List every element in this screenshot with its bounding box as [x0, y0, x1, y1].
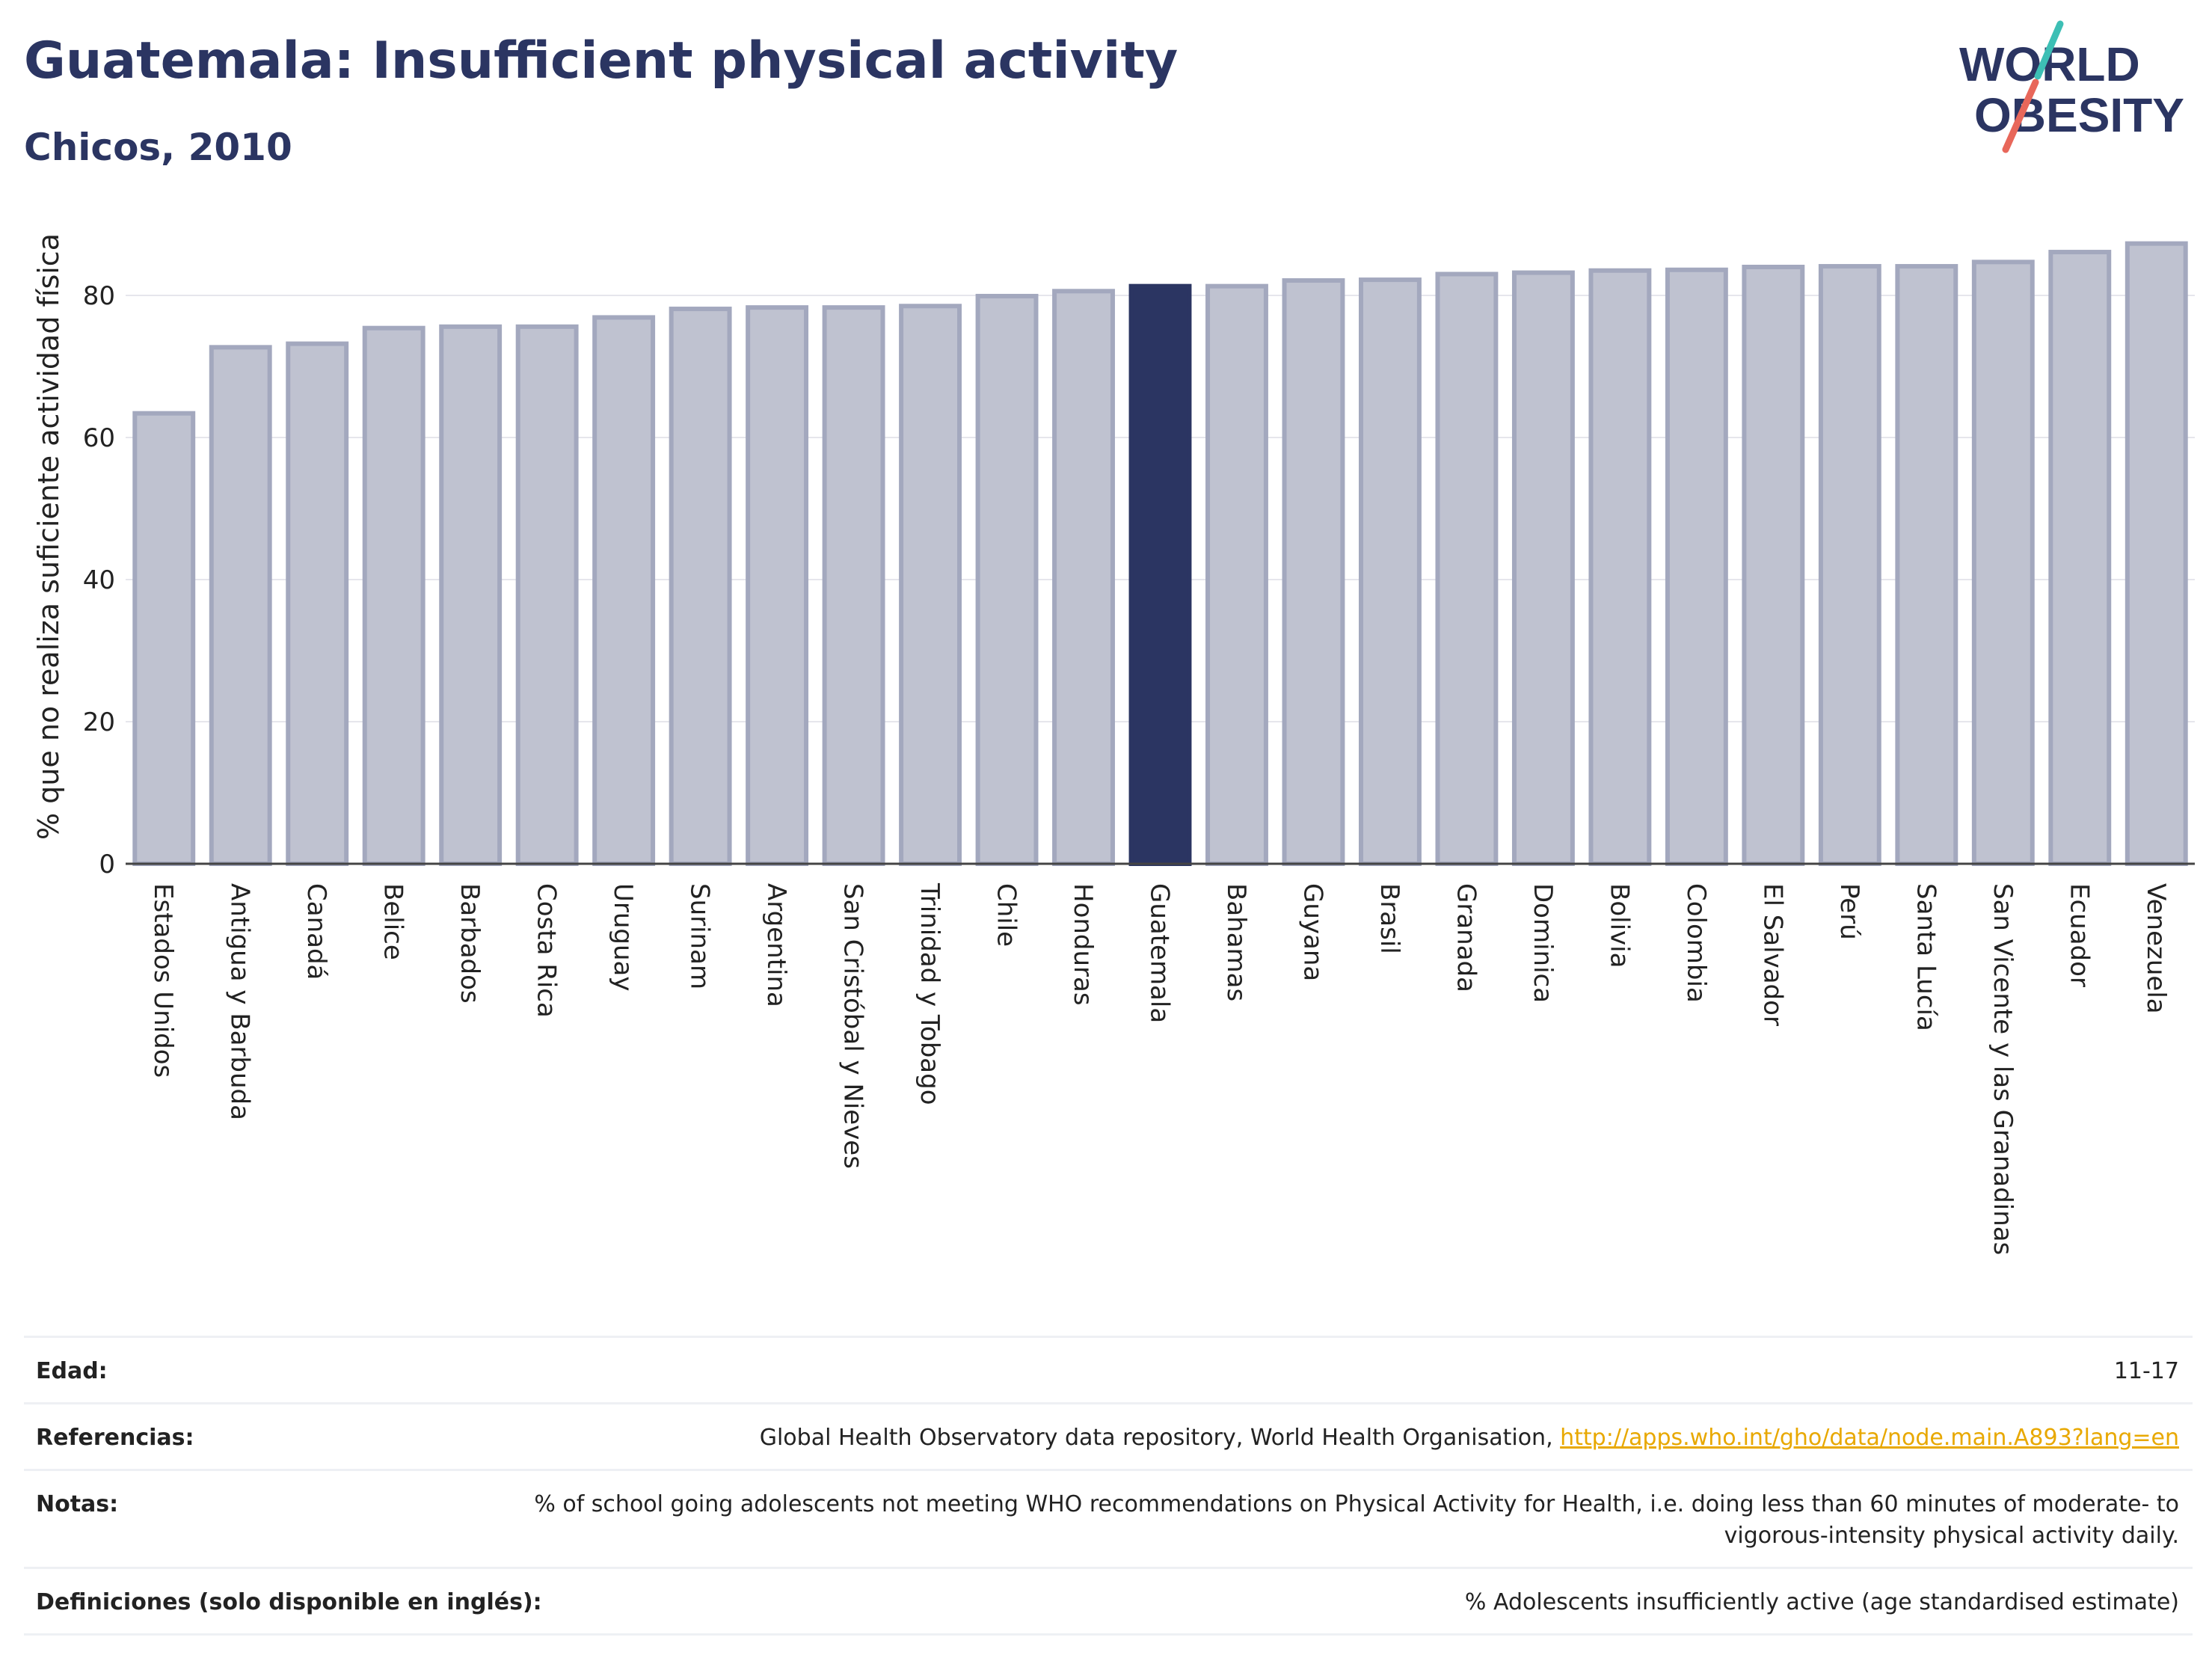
- references-text: Global Health Observatory data repositor…: [759, 1425, 1561, 1451]
- info-row-notes: Notas: % of school going adolescents not…: [24, 1469, 2193, 1567]
- y-axis-title: % que no realiza suficiente actividad fí…: [32, 233, 65, 840]
- x-tick-label: Estados Unidos: [148, 883, 178, 1078]
- logo-slash-bottom: [2002, 79, 2039, 153]
- y-tick-label: 20: [83, 707, 115, 737]
- bar: [1282, 278, 1345, 866]
- info-row-references: Referencias: Global Health Observatory d…: [24, 1402, 2193, 1469]
- x-tick-label: Bahamas: [1221, 883, 1251, 1001]
- bar: [362, 325, 425, 866]
- x-tick-label: Ecuador: [2064, 883, 2094, 987]
- x-tick-label: Chile: [992, 883, 1021, 947]
- info-value-age: 11-17: [2113, 1358, 2179, 1384]
- x-tick-label: El Salvador: [1757, 883, 1787, 1026]
- bar: [2048, 250, 2112, 866]
- x-tick-label: San Vicente y las Granadinas: [1988, 883, 2018, 1255]
- info-value-definitions: % Adolescents insufficiently active (age…: [1464, 1589, 2179, 1615]
- bar: [1511, 270, 1575, 867]
- x-tick-label: Belice: [378, 883, 408, 960]
- bar: [1588, 268, 1652, 866]
- info-label-definitions: Definiciones (solo disponible en inglés)…: [36, 1589, 542, 1615]
- y-tick-label: 80: [83, 281, 115, 311]
- bar: [592, 315, 656, 866]
- bar: [1205, 283, 1268, 866]
- x-tick-label: Colombia: [1681, 883, 1711, 1003]
- bar: [515, 324, 579, 866]
- x-tick-label: Perú: [1834, 883, 1864, 940]
- info-table: Edad: 11-17 Referencias: Global Health O…: [24, 1336, 2193, 1636]
- bar: [132, 411, 196, 866]
- x-tick-label: Santa Lucía: [1911, 883, 1941, 1031]
- bar: [975, 293, 1039, 866]
- x-tick-label: Honduras: [1068, 883, 1098, 1006]
- bar: [669, 307, 732, 866]
- bar: [1895, 264, 1958, 866]
- y-tick-label: 40: [83, 565, 115, 595]
- x-tick-label: Barbados: [455, 883, 485, 1004]
- world-obesity-logo: WORLD OBESITY: [1959, 20, 2184, 153]
- x-tick-label: Costa Rica: [532, 883, 562, 1018]
- logo-slash-top: [2034, 20, 2064, 80]
- info-label-notes: Notas:: [36, 1491, 119, 1517]
- bar: [822, 305, 885, 866]
- x-tick-label: Guatemala: [1145, 883, 1175, 1023]
- x-tick-label: Dominica: [1528, 883, 1558, 1003]
- bar: [899, 304, 962, 866]
- info-label-references: Referencias:: [36, 1425, 194, 1451]
- x-tick-label: Antigua y Barbuda: [225, 883, 255, 1120]
- x-tick-label: Surinam: [685, 883, 715, 989]
- chart-subtitle: Chicos, 2010: [24, 126, 292, 169]
- chart-title: Guatemala: Insufficient physical activit…: [24, 31, 1179, 90]
- bar: [209, 345, 272, 867]
- x-tick-label: Argentina: [761, 883, 791, 1007]
- bar: [1359, 277, 1422, 867]
- info-label-age: Edad:: [36, 1358, 108, 1384]
- y-tick-label: 0: [99, 850, 115, 879]
- x-tick-label: Canadá: [301, 883, 331, 980]
- bar: [2125, 241, 2188, 866]
- bar: [1971, 260, 2035, 867]
- x-tick-label: Venezuela: [2141, 883, 2171, 1014]
- references-link[interactable]: http://apps.who.int/gho/data/node.main.A…: [1560, 1425, 2179, 1451]
- x-tick-label: San Cristóbal y Nieves: [838, 883, 868, 1169]
- x-tick-label: Trinidad y Tobago: [915, 882, 944, 1105]
- bar: [1742, 265, 1805, 866]
- logo-text-obesity: OBESITY: [1974, 88, 2184, 142]
- x-tick-label: Granada: [1451, 883, 1481, 992]
- x-tick-label: Bolivia: [1604, 883, 1634, 968]
- bar: [439, 324, 503, 866]
- bar: [1052, 289, 1115, 866]
- info-row-age: Edad: 11-17: [24, 1336, 2193, 1402]
- bar: [746, 305, 809, 866]
- info-row-definitions: Definiciones (solo disponible en inglés)…: [24, 1567, 2193, 1636]
- bar-chart: 0 20 40 60 80 % que no realiza suficiente act…: [32, 233, 2195, 1255]
- info-value-references: Global Health Observatory data repositor…: [760, 1422, 2179, 1454]
- x-tick-label: Guyana: [1297, 883, 1327, 981]
- bar: [1435, 271, 1499, 866]
- info-value-notes: % of school going adolescents not meetin…: [534, 1491, 2179, 1549]
- x-tick-label: Brasil: [1374, 883, 1404, 954]
- x-tick-label: Uruguay: [608, 883, 638, 992]
- bar: [1818, 264, 1881, 866]
- bar: [286, 341, 349, 867]
- y-tick-label: 60: [83, 423, 115, 453]
- bar: [1665, 267, 1728, 866]
- bar: [1128, 283, 1192, 866]
